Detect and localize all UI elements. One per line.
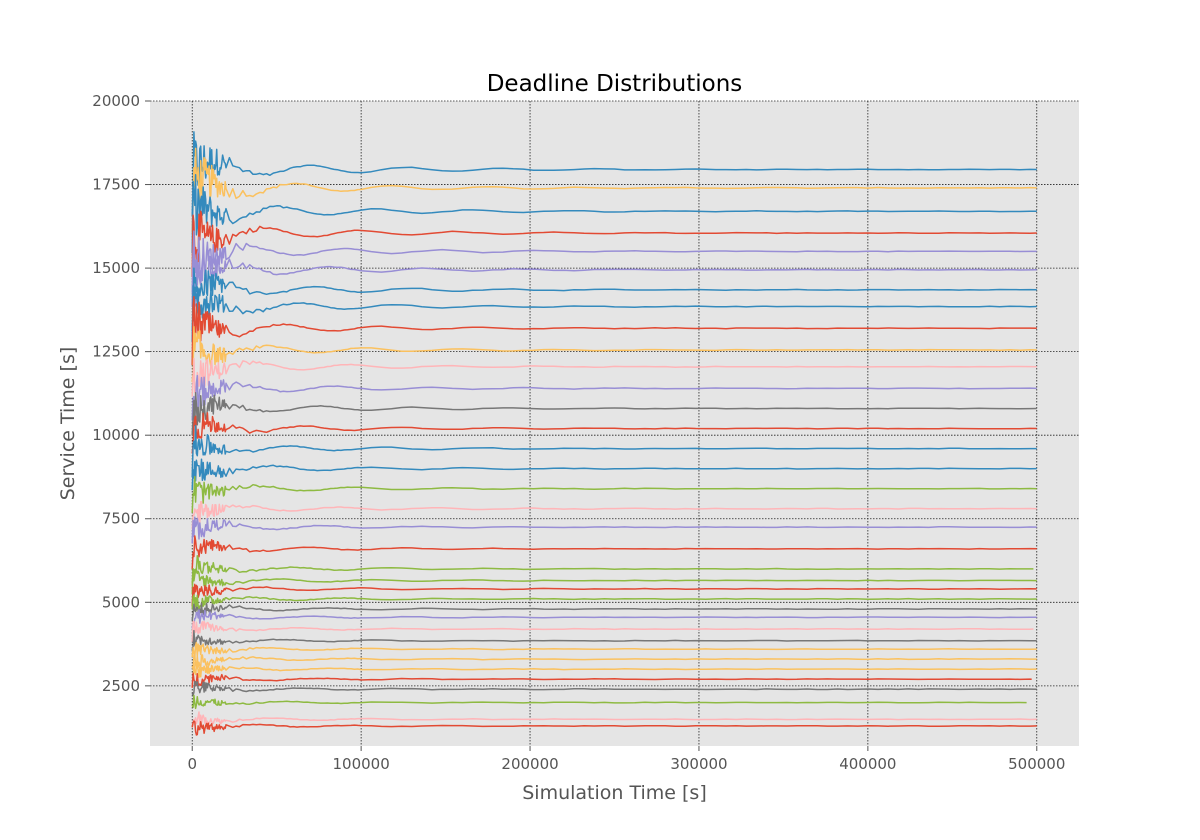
series-line-30 [191,654,1037,670]
x-tick-label: 100000 [333,755,390,773]
y-tick-label: 7500 [102,510,140,528]
y-tick-label: 15000 [92,259,140,277]
y-tick-label: 5000 [102,593,140,611]
series-line-2 [191,147,1037,233]
series-line-21 [191,554,1034,584]
series-group [191,131,1037,736]
series-line-5 [191,230,1037,293]
x-tick-label: 400000 [839,755,896,773]
y-tick-label: 20000 [92,92,140,110]
series-line-28 [191,629,1037,651]
series-line-32 [191,672,1032,688]
series-line-36 [191,720,1037,736]
series-line-4 [191,210,1037,278]
y-tick-label: 2500 [102,677,140,695]
y-tick-label: 17500 [92,176,140,194]
y-tick-label: 10000 [92,426,140,444]
series-line-8 [191,285,1037,342]
series-line-23 [191,583,1037,607]
series-line-26 [191,609,1037,629]
series-line-13 [191,392,1037,436]
series-line-15 [191,425,1037,478]
series-line-7 [191,267,1037,332]
x-tick-label: 0 [187,755,197,773]
series-line-9 [191,296,1037,366]
series-line-14 [191,412,1037,454]
series-line-20 [191,535,1037,570]
series-line-16 [191,458,1037,491]
x-axis-label: Simulation Time [s] [522,782,707,804]
series-line-11 [191,357,1037,397]
ticks: 0 100000 200000 300000 400000 500000 2500 5000 7… [92,92,1065,773]
y-axis-label: Service Time [s] [57,347,79,501]
series-line-10 [191,326,1037,383]
series-line-12 [191,374,1037,421]
series-line-33 [191,680,1037,697]
series-line-29 [191,641,1037,658]
x-tick-label: 500000 [1008,755,1065,773]
series-line-34 [191,694,1027,710]
series-line-25 [191,602,1037,621]
series-line-22 [191,568,1037,595]
x-tick-label: 200000 [501,755,558,773]
series-line-27 [191,620,1034,642]
plot-background [150,101,1079,746]
x-tick-label: 300000 [670,755,727,773]
series-line-17 [191,475,1037,513]
series-line-19 [191,516,1037,544]
series-line-35 [191,711,1037,726]
chart-title: Deadline Distributions [487,71,743,97]
series-line-31 [191,662,1037,680]
series-line-24 [191,594,1037,611]
series-line-3 [191,174,1037,254]
y-tick-label: 12500 [92,343,140,361]
series-line-18 [191,500,1037,530]
